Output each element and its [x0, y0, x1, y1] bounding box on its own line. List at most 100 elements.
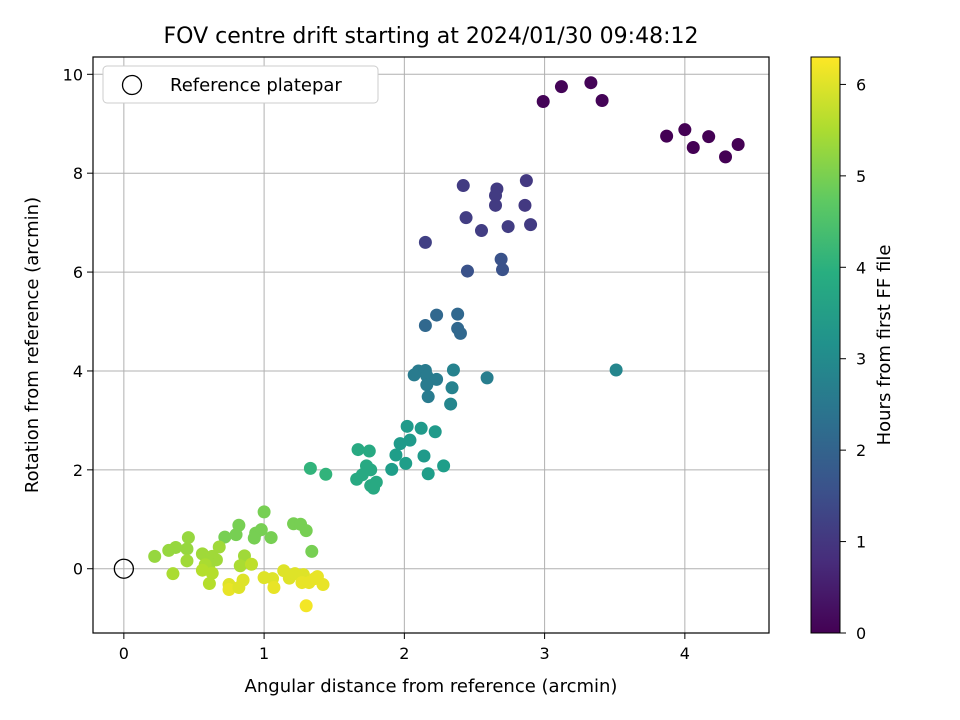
colorbar-tick-label: 2 [856, 441, 866, 460]
data-point [536, 94, 550, 108]
data-point [519, 174, 533, 188]
data-point [229, 528, 243, 542]
data-point [303, 461, 317, 475]
data-point [181, 531, 195, 545]
data-point [257, 505, 271, 519]
legend-label: Reference platepar [170, 75, 342, 96]
data-point [166, 567, 180, 581]
data-point [595, 94, 609, 108]
data-point [299, 599, 313, 613]
data-point [350, 472, 364, 486]
data-point [456, 179, 470, 193]
data-point [180, 554, 194, 568]
reference-marker [113, 558, 135, 579]
data-point [437, 459, 451, 473]
data-point [212, 540, 226, 554]
colorbar-tick-label: 0 [856, 624, 866, 643]
colorbar-label: Hours from first FF file [874, 245, 895, 446]
data-point [420, 378, 434, 392]
data-point [195, 563, 209, 577]
data-point [421, 390, 435, 404]
data-point [305, 544, 319, 558]
data-point [459, 211, 473, 225]
data-point [264, 531, 278, 545]
data-point [366, 481, 380, 495]
data-point [480, 371, 494, 385]
data-point [489, 198, 503, 212]
legend: Reference platepar [102, 65, 379, 104]
data-point [299, 524, 313, 538]
data-point [446, 363, 460, 377]
data-point [686, 140, 700, 154]
data-point [414, 421, 428, 435]
y-tick-label: 8 [73, 164, 83, 183]
colorbar-tick-label: 1 [856, 533, 866, 552]
data-point [351, 443, 365, 457]
y-tick-label: 4 [73, 362, 83, 381]
y-axis: 0 2 4 6 8 10 [63, 65, 93, 579]
data-point [403, 433, 417, 447]
data-point [218, 530, 232, 544]
data-point [554, 80, 568, 94]
data-point [180, 542, 194, 556]
x-tick-label: 3 [540, 644, 550, 663]
x-tick-label: 1 [259, 644, 269, 663]
colorbar-tick-label: 3 [856, 350, 866, 369]
x-axis: 0 1 2 3 4 [119, 633, 690, 663]
data-point [451, 307, 465, 321]
data-point [444, 397, 458, 411]
data-point [389, 448, 403, 462]
data-point [702, 130, 716, 144]
colorbar-gradient [810, 56, 841, 634]
data-point [460, 264, 474, 278]
data-point [430, 308, 444, 322]
data-point [417, 449, 431, 463]
grid-lines [93, 57, 769, 633]
colorbar-tick-label: 6 [856, 75, 866, 94]
colorbar: 0 1 2 3 4 5 6 Hours from first FF file [810, 56, 895, 643]
data-point [584, 76, 598, 90]
data-point [731, 138, 745, 152]
colorbar-tick-label: 4 [856, 258, 866, 277]
x-axis-label: Angular distance from reference (arcmin) [245, 676, 618, 697]
data-point [428, 425, 442, 439]
data-point [393, 437, 407, 451]
y-tick-label: 10 [63, 65, 83, 84]
data-point [205, 566, 219, 580]
x-tick-label: 4 [680, 644, 690, 663]
data-point [609, 363, 623, 377]
data-point [501, 220, 515, 234]
data-point [420, 369, 434, 383]
data-point [316, 578, 330, 592]
points-layer [148, 76, 745, 613]
data-point [319, 467, 333, 481]
y-axis-label: Rotation from reference (arcmin) [22, 197, 43, 493]
data-point [474, 224, 488, 238]
data-point [453, 326, 467, 340]
x-tick-label: 2 [399, 644, 409, 663]
data-point [202, 577, 216, 591]
data-point [524, 218, 538, 232]
data-point [407, 368, 421, 382]
y-tick-label: 2 [73, 461, 83, 480]
data-point [678, 123, 692, 137]
data-point [236, 573, 250, 587]
data-point [244, 557, 258, 571]
data-point [430, 372, 444, 386]
data-point [399, 456, 413, 470]
y-tick-label: 6 [73, 263, 83, 282]
data-point [233, 559, 247, 573]
legend-open-circle-icon [121, 74, 143, 96]
data-point [494, 252, 508, 266]
colorbar-tick-label: 5 [856, 167, 866, 186]
data-point [148, 549, 162, 563]
data-point [445, 381, 459, 395]
legend-box [102, 65, 379, 104]
data-point [518, 198, 532, 212]
data-point [418, 235, 432, 249]
data-point [362, 444, 376, 458]
data-point [195, 547, 209, 561]
chart-title: FOV centre drift starting at 2024/01/30 … [164, 24, 699, 49]
data-point [385, 462, 399, 476]
